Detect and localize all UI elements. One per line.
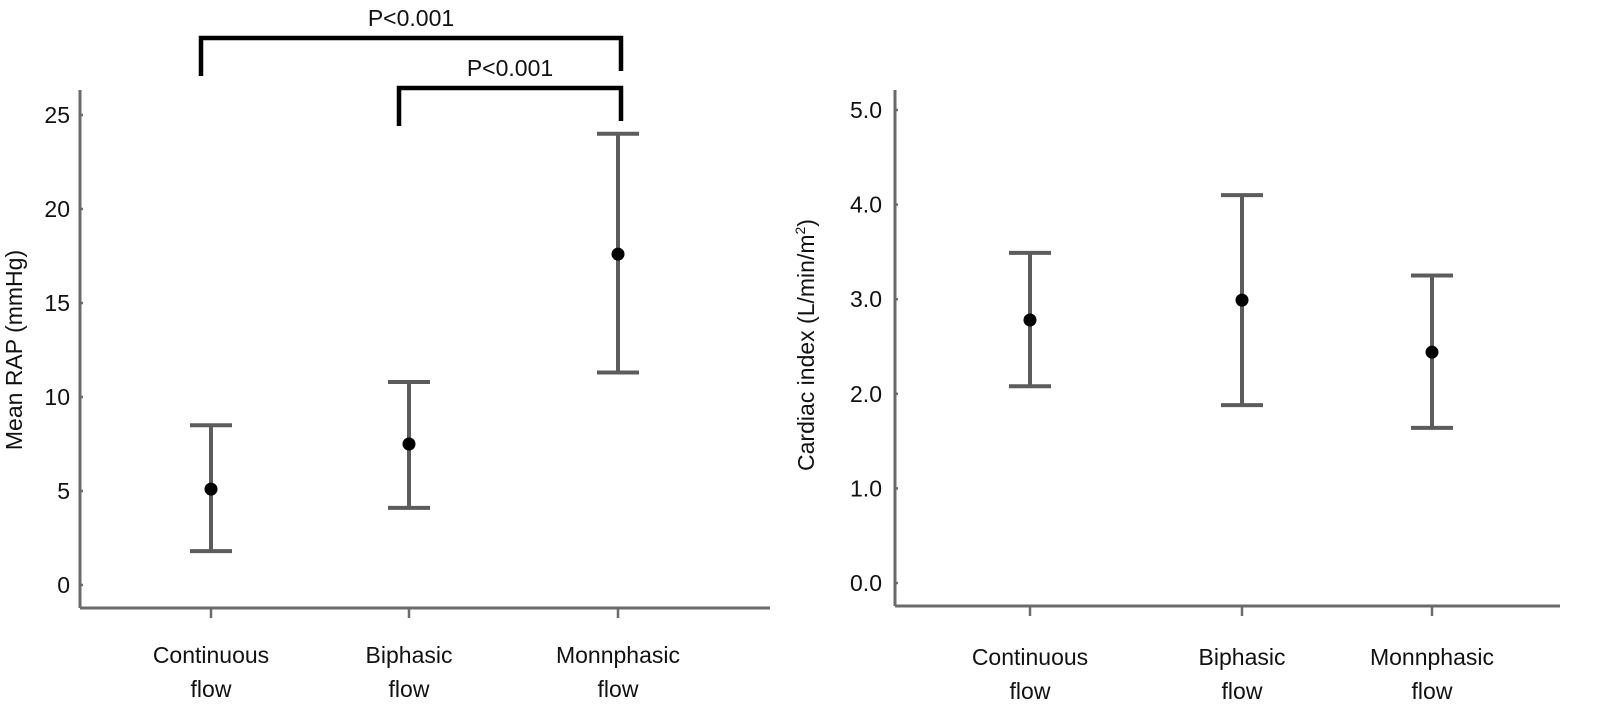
y-tick-label: 3.0 xyxy=(850,286,882,312)
category-label-line2: flow xyxy=(1010,678,1051,704)
y-axis-title: Cardiac index (L/min/m2) xyxy=(792,219,819,471)
y-tick-label: 5 xyxy=(57,478,70,504)
mean-point xyxy=(204,482,218,496)
category-label-line1: Continuous xyxy=(153,642,269,668)
y-axis-title: Mean RAP (mmHg) xyxy=(1,250,27,450)
category-label-line1: Biphasic xyxy=(1199,644,1286,670)
category-label-line2: flow xyxy=(389,676,430,702)
y-tick-label: 2.0 xyxy=(850,381,882,407)
mean-point xyxy=(1425,345,1439,359)
y-tick-label: 4.0 xyxy=(850,192,882,218)
significance-label: P<0.001 xyxy=(368,5,454,31)
significance-label: P<0.001 xyxy=(467,55,553,81)
significance-bracket xyxy=(396,85,624,126)
significance-bracket xyxy=(198,35,624,76)
category-label-line2: flow xyxy=(191,676,232,702)
category-label-line1: Continuous xyxy=(972,644,1088,670)
y-tick-label: 15 xyxy=(44,290,70,316)
y-axis-title-superscript: 2 xyxy=(792,227,808,235)
category-label-line1: Biphasic xyxy=(366,642,453,668)
y-tick-label: 10 xyxy=(44,384,70,410)
y-axis-title-text: Cardiac index (L/min/m xyxy=(793,235,819,471)
mean-point xyxy=(611,247,625,261)
category-label-line2: flow xyxy=(1222,678,1263,704)
y-tick-label: 25 xyxy=(44,102,70,128)
mean-point xyxy=(1235,293,1249,307)
y-tick-label: 5.0 xyxy=(850,97,882,123)
mean-point xyxy=(1023,313,1037,327)
category-label-line1: Monnphasic xyxy=(1370,644,1494,670)
y-tick-label: 0.0 xyxy=(850,570,882,596)
y-tick-label: 0 xyxy=(57,572,70,598)
chart-panel-2: 0.0 1.0 2.0 3.0 4.0 5.0 Continuous flow Biphasic… xyxy=(792,90,1560,704)
y-axis-title-suffix: ) xyxy=(793,219,819,227)
y-axis-title-text: Mean RAP (mmHg) xyxy=(1,250,27,450)
chart-panel-1: 0 5 10 15 20 25 Continuous flow Biphasic flow Monn… xyxy=(1,5,770,702)
category-label-line2: flow xyxy=(1412,678,1453,704)
category-label-line1: Monnphasic xyxy=(556,642,680,668)
y-tick-label: 1.0 xyxy=(850,475,882,501)
mean-point xyxy=(402,437,416,451)
category-label-line2: flow xyxy=(598,676,639,702)
y-tick-label: 20 xyxy=(44,196,70,222)
